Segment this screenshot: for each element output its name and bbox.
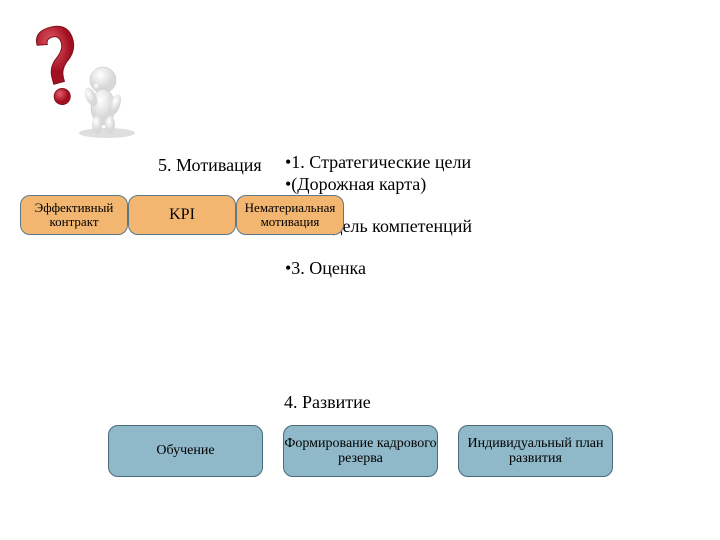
pill-label: Эффективный контракт [21, 201, 127, 230]
bullet-strategic-goals: •1. Стратегические цели [285, 152, 471, 173]
pill-individual-plan: Индивидуальный план развития [458, 425, 613, 477]
pill-effective-contract: Эффективный контракт [20, 195, 128, 235]
bullet-assessment: •3. Оценка [285, 258, 366, 279]
pill-label: KPI [169, 206, 195, 224]
pill-kpi: KPI [128, 195, 236, 235]
bullet-roadmap: •(Дорожная карта) [285, 174, 426, 195]
development-pills-row: Обучение Формирование кадрового резерва … [108, 425, 613, 477]
pill-label: Нематериальная мотивация [237, 201, 343, 230]
pill-nonmaterial-motivation: Нематериальная мотивация [236, 195, 344, 235]
pill-label: Обучение [156, 443, 214, 458]
thinking-figure-icon [75, 65, 145, 140]
pill-label: Индивидуальный план развития [459, 436, 612, 467]
heading-motivation: 5. Мотивация [158, 155, 262, 176]
pill-training: Обучение [108, 425, 263, 477]
heading-development: 4. Развитие [284, 392, 371, 413]
question-figure [20, 20, 140, 130]
pill-talent-pool: Формирование кадрового резерва [283, 425, 438, 477]
pill-label: Формирование кадрового резерва [284, 436, 437, 467]
motivation-pills-row: Эффективный контракт KPI Нематериальная … [20, 195, 344, 235]
